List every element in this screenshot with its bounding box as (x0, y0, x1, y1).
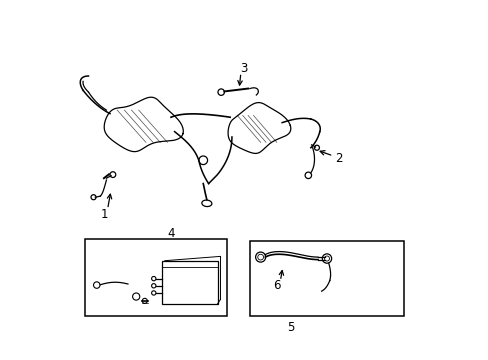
Bar (162, 261, 217, 304)
Bar (85, 239, 226, 316)
Text: 5: 5 (286, 320, 293, 333)
Bar (249, 241, 403, 316)
Text: 4: 4 (167, 226, 174, 239)
Text: 6: 6 (272, 279, 280, 292)
Text: 1: 1 (100, 208, 107, 221)
Text: 2: 2 (335, 152, 342, 165)
Text: 3: 3 (240, 62, 247, 75)
